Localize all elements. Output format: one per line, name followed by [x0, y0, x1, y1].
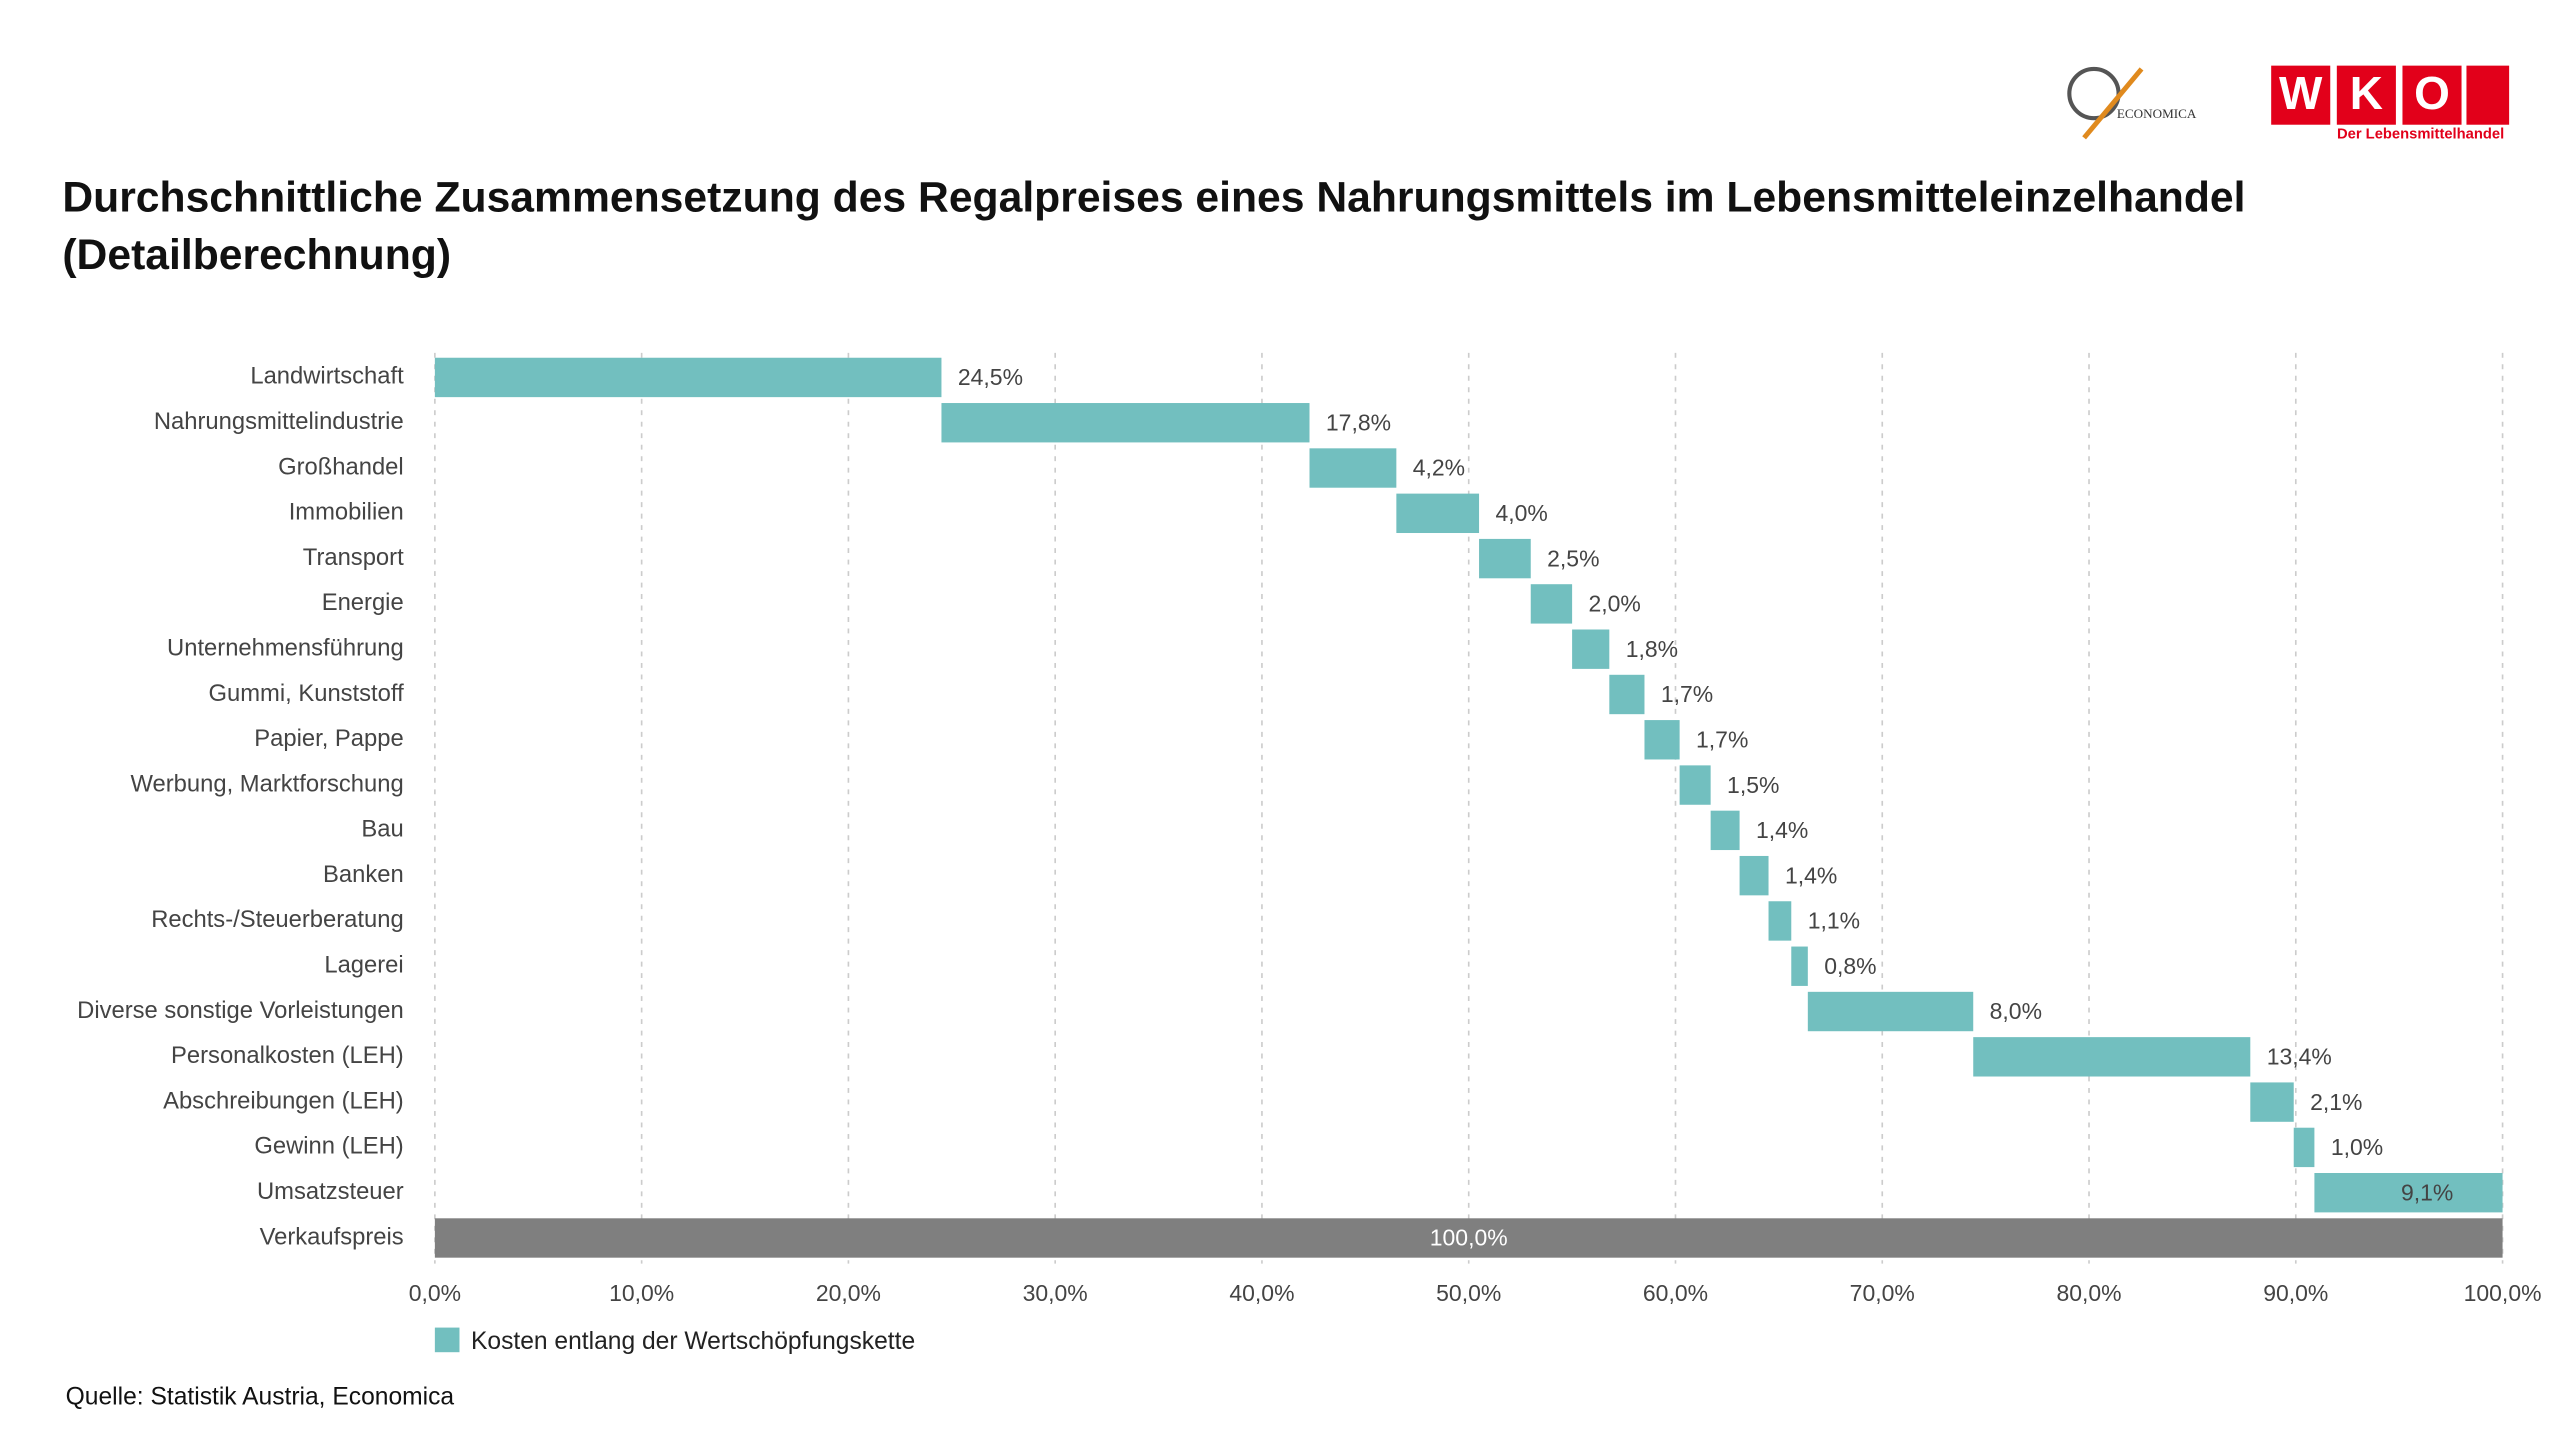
data-label: 17,8%	[1326, 409, 1391, 435]
data-label: 13,4%	[2267, 1044, 2332, 1070]
bar	[941, 403, 1310, 443]
bar	[1973, 1037, 2251, 1077]
data-label: 2,0%	[1589, 591, 1641, 617]
x-tick-label: 40,0%	[1229, 1280, 1294, 1306]
y-tick-label: Rechts-/Steuerberatung	[151, 906, 404, 933]
bar	[1396, 493, 1480, 534]
x-tick-label: 0,0%	[409, 1280, 461, 1306]
y-tick-label: Energie	[322, 589, 404, 616]
wko-logo: W K O Der Lebensmittelhandel	[2271, 65, 2510, 142]
y-tick-label: Papier, Pappe	[254, 725, 403, 752]
data-label: 100,0%	[1430, 1225, 1508, 1251]
data-label: 0,8%	[1824, 953, 1876, 979]
logo-shape	[2082, 67, 2144, 140]
bar	[1807, 991, 1974, 1032]
y-tick-label: Banken	[323, 861, 404, 888]
y-tick-label: Nahrungsmittelindustrie	[154, 408, 404, 435]
y-tick-label: Landwirtschaft	[250, 363, 404, 390]
logo-shape	[2271, 65, 2331, 125]
economica-logo: ECONOMICA	[2067, 66, 2197, 140]
chart-title: (Detailberechnung)	[62, 231, 451, 279]
data-label: 1,4%	[1785, 862, 1837, 888]
data-label: 1,7%	[1661, 681, 1713, 707]
bar	[1309, 448, 1397, 488]
data-label: 24,5%	[958, 364, 1023, 390]
bar	[1710, 810, 1740, 851]
bar	[2293, 1127, 2315, 1168]
bar	[2250, 1082, 2294, 1122]
y-tick-label: Abschreibungen (LEH)	[163, 1087, 404, 1114]
y-tick-label: Werbung, Marktforschung	[131, 770, 404, 797]
logo-shape	[2336, 65, 2396, 125]
data-label: 1,1%	[1808, 908, 1860, 934]
chart-title: Durchschnittliche Zusammensetzung des Re…	[62, 173, 2245, 221]
x-tick-label: 60,0%	[1643, 1280, 1708, 1306]
bar	[434, 357, 942, 398]
x-tick-label: 20,0%	[816, 1280, 881, 1306]
x-tick-label: 100,0%	[2464, 1280, 2542, 1306]
y-tick-label: Verkaufspreis	[260, 1223, 404, 1250]
data-label: 1,7%	[1696, 726, 1748, 752]
bar	[1609, 674, 1645, 715]
logo-shape	[2466, 65, 2510, 125]
x-tick-label: 90,0%	[2263, 1280, 2328, 1306]
y-tick-label: Lagerei	[324, 952, 403, 979]
x-tick-label: 70,0%	[1850, 1280, 1915, 1306]
x-tick-label: 10,0%	[609, 1280, 674, 1306]
logo-text: W	[2279, 67, 2323, 119]
x-tick-label: 80,0%	[2056, 1280, 2121, 1306]
logo-text: K	[2350, 67, 2383, 119]
x-tick-label: 30,0%	[1023, 1280, 1088, 1306]
x-tick-label: 50,0%	[1436, 1280, 1501, 1306]
bar	[1739, 855, 1769, 896]
bar	[1644, 720, 1680, 760]
logo-text: ECONOMICA	[2117, 106, 2197, 121]
data-label: 2,5%	[1547, 545, 1599, 571]
y-tick-label: Umsatzsteuer	[257, 1178, 404, 1205]
y-tick-label: Immobilien	[289, 499, 404, 526]
data-label: 8,0%	[1990, 998, 2042, 1024]
data-label: 1,8%	[1626, 636, 1678, 662]
legend-swatch	[434, 1327, 460, 1353]
bar	[1530, 584, 1573, 624]
data-label: 9,1%	[2401, 1179, 2453, 1205]
bar	[1679, 765, 1711, 805]
data-label: 1,5%	[1727, 772, 1779, 798]
bar	[1791, 946, 1808, 986]
logo-shape	[2067, 66, 2121, 121]
data-label: 1,4%	[1756, 817, 1808, 843]
y-tick-label: Bau	[361, 816, 403, 843]
total-bar	[434, 1218, 2503, 1258]
legend-label: Kosten entlang der Wertschöpfungskette	[471, 1328, 915, 1355]
bar	[1479, 538, 1531, 579]
y-tick-label: Transport	[303, 544, 404, 571]
data-label: 4,0%	[1495, 500, 1547, 526]
y-tick-label: Unternehmensführung	[167, 634, 404, 661]
y-tick-label: Personalkosten (LEH)	[171, 1042, 404, 1069]
bar	[2314, 1173, 2503, 1213]
bar	[1572, 629, 1610, 669]
bar	[1768, 901, 1792, 941]
data-label: 2,1%	[2310, 1089, 2362, 1115]
data-label: 1,0%	[2331, 1134, 2383, 1160]
data-label: 4,2%	[1413, 455, 1465, 481]
y-tick-label: Großhandel	[278, 453, 404, 480]
y-tick-label: Gewinn (LEH)	[254, 1133, 403, 1160]
logo-text: Der Lebensmittelhandel	[2337, 126, 2504, 142]
logo-text: O	[2414, 67, 2450, 119]
y-tick-label: Gummi, Kunststoff	[209, 680, 405, 707]
y-tick-label: Diverse sonstige Vorleistungen	[77, 997, 404, 1024]
source-note: Quelle: Statistik Austria, Economica	[66, 1384, 455, 1411]
logo-shape	[2402, 65, 2462, 125]
